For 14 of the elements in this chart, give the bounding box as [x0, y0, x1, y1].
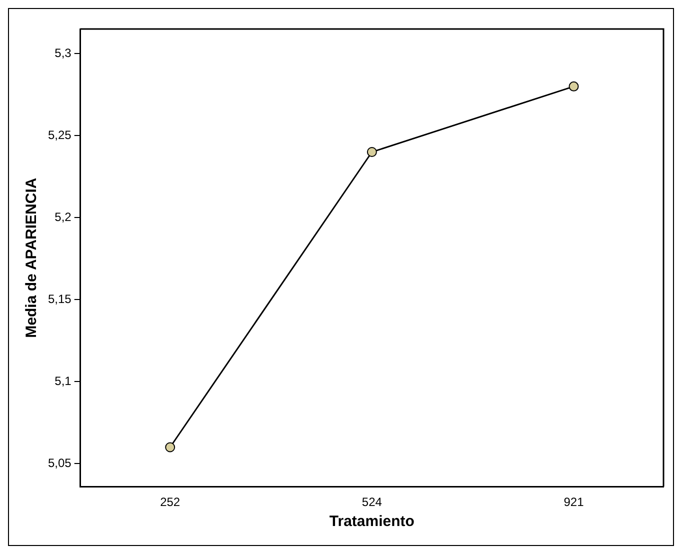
y-tick-label: 5,2: [54, 210, 72, 224]
point: [366, 147, 377, 158]
point: [165, 442, 176, 452]
y-tick-label: 5,05: [48, 456, 72, 470]
point: [568, 81, 579, 92]
x-tick-label: 524: [362, 495, 382, 510]
x-tick-label: 252: [160, 495, 180, 510]
x-axis-title: Tratamiento: [329, 513, 414, 530]
x-tick-label: 921: [564, 495, 584, 510]
y-tick-label: 5,3: [54, 46, 72, 60]
y-tick-label: 5,25: [48, 128, 72, 142]
y-tick-label: 5,15: [48, 292, 72, 306]
y-tick-label: 5,1: [54, 374, 72, 388]
y-axis-title: Media de APARIENCIA: [23, 178, 40, 338]
